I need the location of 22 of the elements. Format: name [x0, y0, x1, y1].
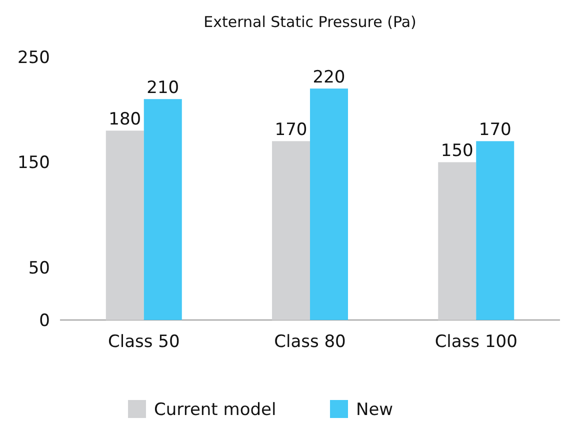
bar	[272, 141, 310, 320]
data-label: 170	[274, 120, 308, 140]
bar	[476, 141, 514, 320]
legend-label: New	[356, 400, 394, 420]
bar	[310, 88, 348, 320]
bar	[438, 162, 476, 320]
y-tick-label: 0	[39, 311, 50, 331]
data-label: 150	[440, 141, 474, 162]
y-tick-label: 250	[18, 48, 50, 68]
data-label: 180	[108, 110, 142, 130]
y-tick-label: 150	[18, 153, 50, 174]
y-tick-label: 50	[28, 258, 50, 278]
x-tick-label: Class 50	[108, 332, 180, 352]
data-label: 210	[146, 78, 180, 98]
chart-title: External Static Pressure (Pa)	[204, 13, 416, 31]
bar	[144, 99, 182, 320]
x-tick-label: Class 100	[434, 332, 518, 352]
bar	[106, 130, 144, 320]
legend-label: Current model	[154, 400, 276, 420]
data-label: 220	[312, 68, 346, 88]
data-label: 170	[478, 120, 512, 140]
x-tick-label: Class 80	[274, 332, 346, 352]
